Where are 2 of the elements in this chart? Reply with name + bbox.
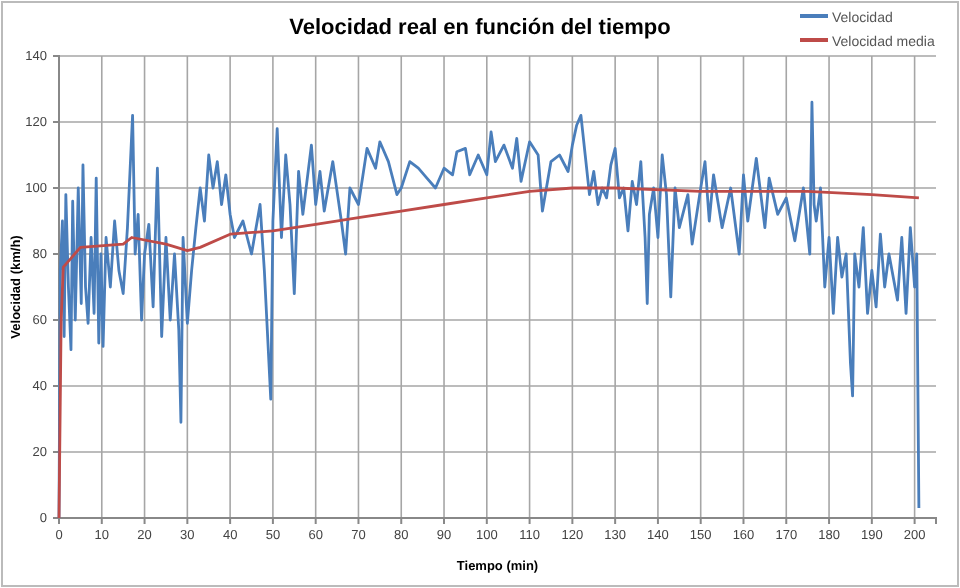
chart-title: Velocidad real en función del tiempo	[289, 16, 672, 40]
line-series	[57, 186, 921, 520]
